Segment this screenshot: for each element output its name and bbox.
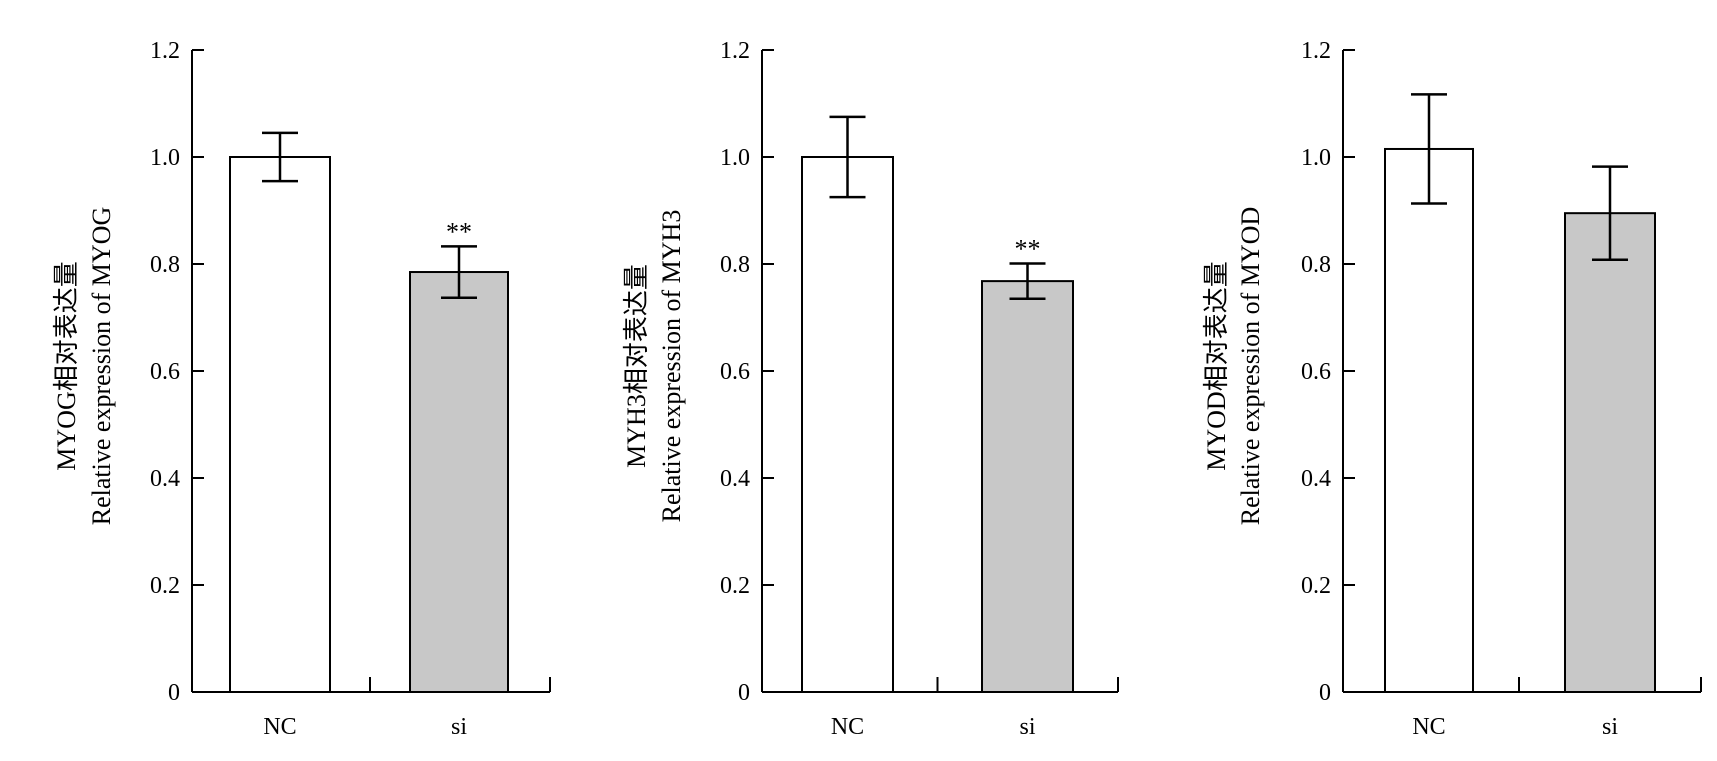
y-tick-label: 1.2 bbox=[1301, 38, 1331, 64]
y-tick-label: 0.4 bbox=[1301, 466, 1331, 492]
category-label-NC: NC bbox=[263, 714, 296, 740]
bar-NC bbox=[229, 156, 331, 693]
significance-marker: ** bbox=[1015, 234, 1041, 263]
y-axis-label-line1: MYH3相对表达量 bbox=[622, 264, 651, 468]
y-tick-label: 0.6 bbox=[1301, 359, 1331, 385]
chart-panel-3: 0 0.2 0.4 0.6 0.8 1.0 1.2 NC si MYOD相对表达量 Relative… bbox=[1202, 38, 1702, 740]
y-tick-label: 1.2 bbox=[150, 38, 180, 64]
category-label-si: si bbox=[1602, 714, 1618, 740]
bar-NC bbox=[1384, 147, 1474, 694]
y-tick-label: 1.0 bbox=[150, 145, 180, 171]
y-tick-label: 0.8 bbox=[720, 252, 750, 278]
chart-panel-2: 0 0.2 0.4 0.6 0.8 1.0 1.2 NC ** si MYH3相对表达量 Relati… bbox=[622, 38, 1119, 740]
y-tick-label: 0.4 bbox=[150, 466, 180, 492]
chart-panel-1: 0 0.2 0.4 0.6 0.8 1.0 1.2 NC ** si MYOG相对表达量 Relati… bbox=[52, 38, 551, 740]
bar-NC bbox=[801, 156, 894, 693]
bar-si bbox=[981, 280, 1074, 693]
y-tick-label: 0.8 bbox=[150, 252, 180, 278]
bar-si bbox=[409, 271, 509, 693]
y-tick-label: 0.6 bbox=[150, 359, 180, 385]
y-tick-label: 0 bbox=[1319, 680, 1331, 706]
significance-marker: ** bbox=[446, 217, 472, 246]
y-tick-label: 0.2 bbox=[720, 573, 750, 599]
y-tick-label: 0 bbox=[168, 680, 180, 706]
y-axis-label-line2: Relative expression of MYOG bbox=[87, 207, 116, 525]
y-tick-label: 1.2 bbox=[720, 38, 750, 64]
y-tick-label: 1.0 bbox=[1301, 145, 1331, 171]
category-label-NC: NC bbox=[1412, 714, 1445, 740]
y-tick-label: 1.0 bbox=[720, 145, 750, 171]
y-axis-label-line1: MYOG相对表达量 bbox=[52, 261, 81, 470]
y-tick-label: 0.2 bbox=[150, 573, 180, 599]
bar-si bbox=[1564, 212, 1656, 694]
y-axis-label-line1: MYOD相对表达量 bbox=[1202, 261, 1231, 470]
category-label-si: si bbox=[1019, 714, 1035, 740]
y-tick-label: 0 bbox=[738, 680, 750, 706]
y-tick-label: 0.2 bbox=[1301, 573, 1331, 599]
y-tick-label: 0.4 bbox=[720, 466, 750, 492]
category-label-NC: NC bbox=[831, 714, 864, 740]
category-label-si: si bbox=[451, 714, 467, 740]
y-tick-label: 0.8 bbox=[1301, 252, 1331, 278]
y-tick-label: 0.6 bbox=[720, 359, 750, 385]
y-axis-label-line2: Relative expression of MYOD bbox=[1236, 207, 1265, 525]
y-axis-label-line2: Relative expression of MYH3 bbox=[657, 210, 686, 523]
